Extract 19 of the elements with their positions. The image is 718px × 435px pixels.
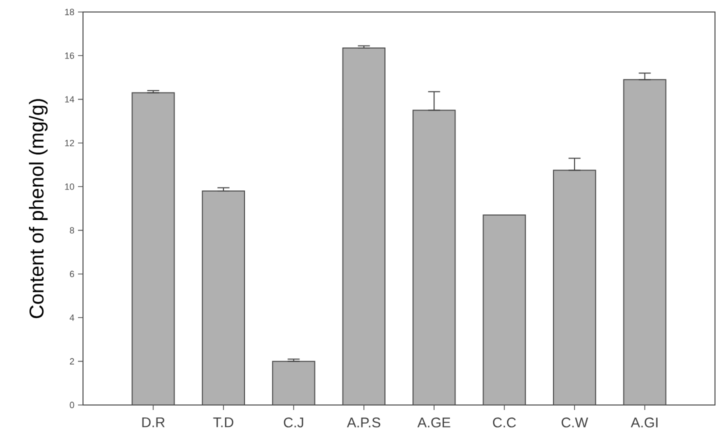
x-tick-label: A.P.S: [346, 418, 380, 428]
y-tick-label: 4: [70, 314, 74, 321]
y-tick-label: 14: [65, 96, 74, 102]
y-axis-title: Content of phenol (mg/g): [28, 99, 48, 318]
x-tick-label: D.R: [142, 418, 165, 428]
x-tick-label: C.J: [284, 418, 304, 428]
x-tick-label: A.GI: [630, 418, 658, 428]
y-tick-label: 18: [65, 8, 74, 16]
y-tick-label: 2: [70, 358, 74, 364]
x-tick-label: T.D: [213, 418, 234, 428]
x-tick-label: C.W: [562, 418, 588, 428]
y-tick-label: 12: [65, 140, 74, 146]
x-tick-label: C.C: [492, 418, 516, 428]
y-tick-label: 10: [65, 183, 74, 190]
y-tick-label: 8: [70, 227, 74, 234]
y-tick-label: 0: [70, 402, 74, 408]
x-tick-label: A.GE: [417, 418, 450, 428]
y-tick-label: 16: [65, 52, 74, 59]
y-tick-label: 6: [70, 270, 74, 278]
